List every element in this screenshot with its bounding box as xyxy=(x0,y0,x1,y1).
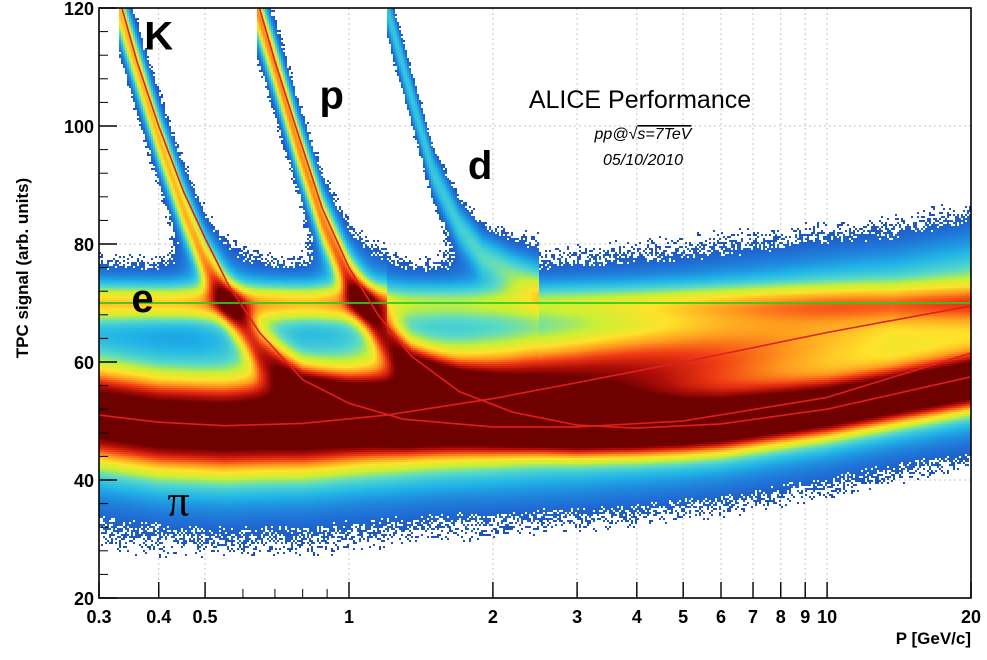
x-tick-label: 6 xyxy=(716,607,726,627)
x-tick-label: 7 xyxy=(748,607,758,627)
x-tick-label: 3 xyxy=(572,607,582,627)
bethe-bloch-curve-pi xyxy=(99,305,971,427)
curves-layer xyxy=(99,8,971,429)
y-tick-labels: 20 40 60 80 100 120 xyxy=(64,0,94,609)
y-tick-label: 40 xyxy=(74,471,94,491)
x-tick-label: 10 xyxy=(817,607,837,627)
x-axis-title: P [GeV/c] xyxy=(896,629,971,648)
x-tick-labels: 0.3 0.4 0.5 1 2 3 4 5 6 7 8 9 10 20 xyxy=(86,607,981,627)
y-tick-label: 60 xyxy=(74,353,94,373)
x-tick-label: 9 xyxy=(800,607,810,627)
particle-labels: Kp d e π xyxy=(131,14,492,525)
particle-label: π xyxy=(167,476,189,525)
subtitle-sqrt: √ xyxy=(629,126,638,143)
bethe-bloch-curve-p xyxy=(258,8,971,429)
particle-label: d xyxy=(468,144,492,188)
chart-title: ALICE Performance xyxy=(529,86,751,114)
y-tick-label: 80 xyxy=(74,235,94,255)
x-tick-label: 5 xyxy=(678,607,688,627)
particle-label: p xyxy=(319,73,343,117)
y-tick-label: 100 xyxy=(64,117,94,137)
y-tick-label: 120 xyxy=(64,0,94,19)
x-tick-label: 20 xyxy=(961,607,981,627)
chart-subtitle: pp@√s=7TeV xyxy=(594,126,693,143)
x-tick-label: 4 xyxy=(632,607,642,627)
x-tick-label: 2 xyxy=(488,607,498,627)
bethe-bloch-curve-K xyxy=(121,8,971,428)
y-axis-title: TPC signal (arb. units) xyxy=(13,178,32,358)
subtitle-prefix: pp@ xyxy=(594,126,629,143)
chart-date: 05/10/2010 xyxy=(603,152,683,169)
particle-label: e xyxy=(131,277,153,321)
heatmap-clip xyxy=(99,8,971,598)
axis-ticks xyxy=(98,7,972,599)
x-tick-label: 8 xyxy=(776,607,786,627)
x-tick-label: 0.3 xyxy=(86,607,111,627)
plot-frame xyxy=(98,7,972,599)
subtitle-rest: s=7TeV xyxy=(637,126,692,143)
x-tick-label: 0.4 xyxy=(146,607,171,627)
x-tick-label: 1 xyxy=(344,607,354,627)
y-tick-label: 20 xyxy=(74,589,94,609)
particle-label: K xyxy=(144,14,173,58)
x-tick-label: 0.5 xyxy=(193,607,218,627)
